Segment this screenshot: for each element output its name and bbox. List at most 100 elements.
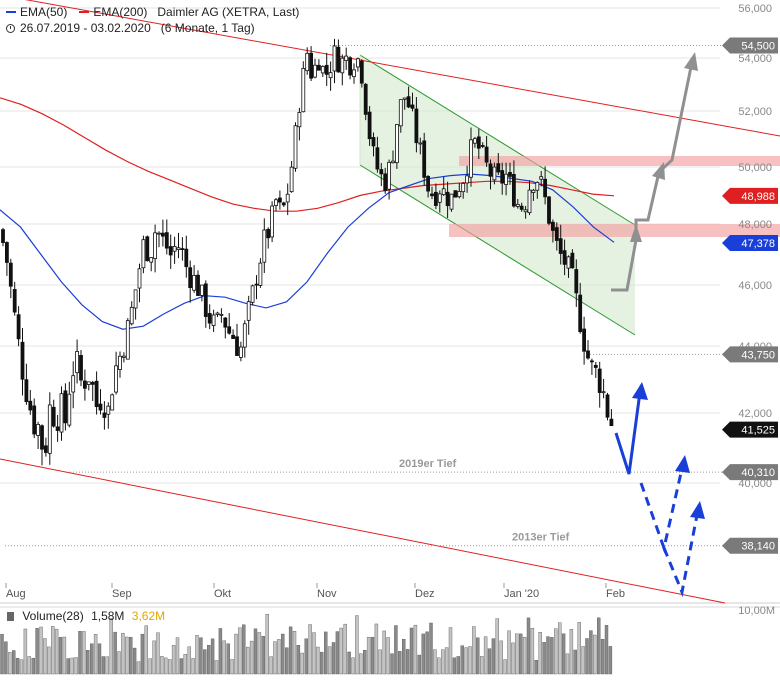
candle-body-down [574, 269, 579, 294]
volume-bar [546, 636, 550, 675]
volume-bar [226, 643, 230, 675]
volume-bar [351, 657, 355, 675]
candle-body-down [554, 227, 559, 241]
volume-bar [74, 657, 78, 675]
candle-body-down [231, 334, 236, 339]
candle-body-down [55, 426, 60, 431]
candle-body-down [40, 425, 44, 450]
volume-bar [23, 628, 28, 675]
volume-bar [472, 626, 476, 675]
candle-body-up [258, 262, 263, 286]
candle-body-up [469, 139, 473, 178]
candle-body-up [75, 351, 79, 374]
ema50-swatch [6, 11, 16, 13]
volume-bar [429, 622, 433, 675]
volume-bar [320, 651, 324, 675]
volume-bar [144, 625, 149, 675]
volume-bar [183, 654, 188, 675]
candle-body-up [566, 256, 571, 269]
scenario-gray-arrowhead-1 [630, 224, 642, 242]
y-tick-label: 42,000 [738, 408, 772, 420]
candle-body-up [301, 67, 306, 113]
candle-body-down [597, 368, 602, 393]
candle-body-down [63, 390, 68, 424]
candle-body-up [387, 161, 392, 190]
volume-bar [460, 645, 464, 675]
candle-body-up [262, 229, 267, 263]
candle-body-down [235, 336, 239, 356]
candle-body-up [242, 323, 247, 348]
resistance-zone-50000 [459, 156, 780, 166]
volume-bar [89, 643, 94, 675]
price-tag-bg [722, 537, 778, 554]
volume-bar [27, 656, 31, 675]
y-tick-label: 52,000 [738, 106, 772, 118]
volume-bar [167, 659, 172, 675]
volume-bar [253, 628, 258, 675]
candle-body-up [118, 355, 122, 370]
candle-body-down [184, 248, 189, 268]
price-tag-label: 54,500 [741, 41, 775, 53]
volume-bar [156, 632, 160, 675]
volume-bar [573, 649, 577, 675]
x-tick-label: Okt [214, 588, 231, 600]
volume-bar [218, 628, 223, 675]
candle-body-up [149, 257, 154, 263]
candle-body-down [207, 313, 212, 324]
volume-bar [128, 637, 133, 675]
candle-body-down [512, 174, 516, 207]
volume-bar [281, 633, 285, 675]
candle-body-down [609, 418, 614, 427]
volume-bar [308, 624, 312, 675]
candle-body-up [472, 138, 477, 144]
price-tag-bg [722, 421, 778, 438]
volume-bar [97, 643, 102, 675]
volume-bar [8, 652, 12, 675]
volume-bar [175, 637, 180, 675]
volume-bar [464, 647, 468, 675]
volume-bar [47, 646, 51, 675]
candle-body-up [328, 72, 333, 79]
candle-body-up [114, 365, 118, 393]
volume-bar [409, 627, 414, 675]
volume-bar [230, 659, 234, 675]
candle-body-up [531, 189, 536, 193]
price-tag-label: 40,310 [741, 467, 775, 479]
volume-bar [363, 649, 367, 675]
x-tick-label: Nov [317, 588, 337, 600]
volume-bar [261, 635, 265, 675]
candle-body-down [582, 328, 586, 352]
candle-body-up [398, 99, 403, 127]
candle-body-down [266, 228, 271, 239]
candle-body-up [172, 246, 177, 252]
channel-upper-line [359, 54, 636, 226]
candle-body-down [79, 355, 83, 381]
volume-bar [359, 653, 363, 675]
volume-bar [203, 649, 207, 675]
candle-body-down [223, 317, 228, 328]
candle-body-up [47, 404, 52, 454]
volume-bar [343, 623, 347, 675]
volume-bar [421, 633, 425, 675]
candle-body-up [437, 193, 442, 203]
volume-value: 1,58M [91, 609, 125, 623]
annotation-label: 2013er Tief [512, 532, 570, 544]
volume-bar [109, 618, 113, 675]
volume-bar [374, 623, 379, 675]
volume-bar [417, 654, 421, 675]
volume-bar [534, 660, 538, 675]
volume-bar [413, 624, 418, 675]
volume-label: Volume(28) [22, 609, 84, 623]
candle-body-down [281, 202, 286, 206]
volume-bar [11, 650, 16, 675]
volume-bar [296, 645, 301, 675]
volume-bar [39, 626, 43, 675]
ema200-line [0, 97, 615, 212]
volume-legend: Volume(28) 1,58M 3,62M [4, 609, 165, 623]
candle-body-up [418, 142, 423, 145]
candle-body-down [480, 145, 485, 147]
volume-bar [125, 636, 129, 675]
scenario-blue-dashed-arrowhead-1 [675, 455, 690, 473]
volume-bar [249, 640, 254, 675]
volume-bar [600, 639, 605, 675]
